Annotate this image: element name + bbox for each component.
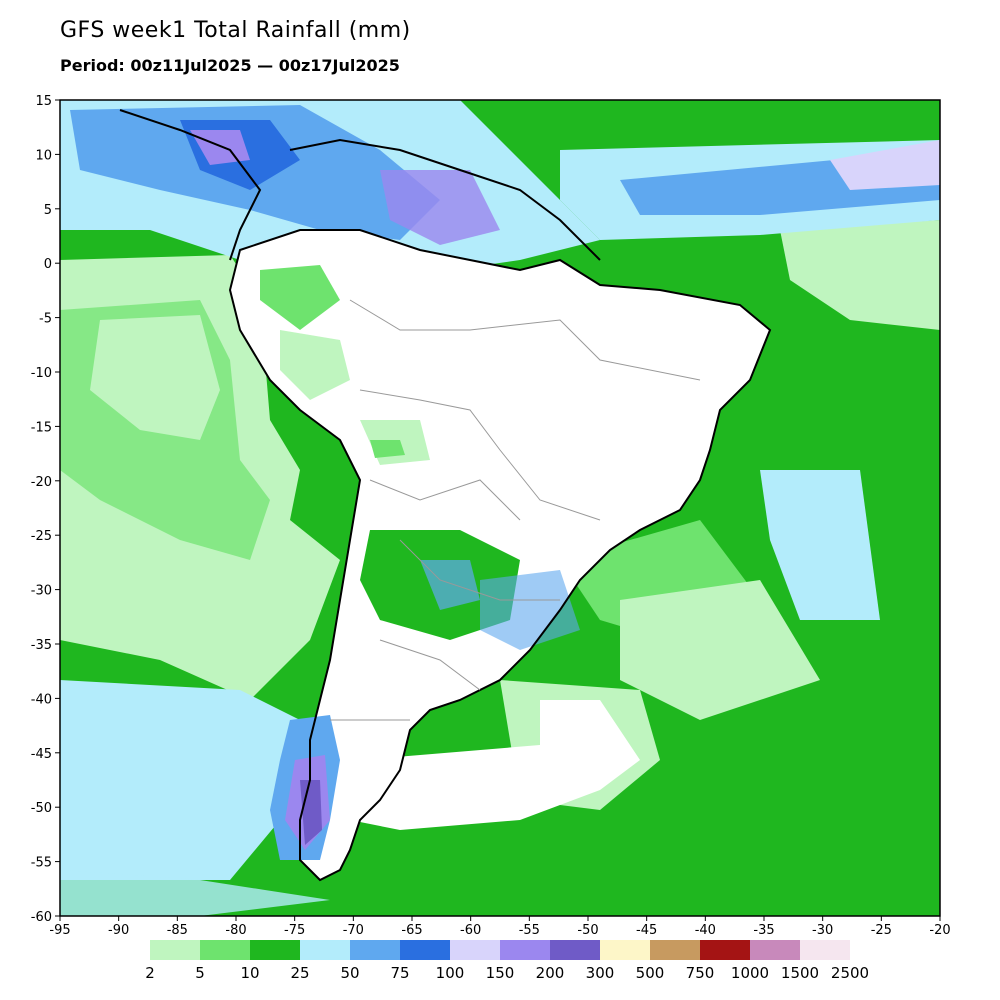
legend-label: 2 (145, 964, 155, 982)
lat-tick-label: -45 (31, 747, 52, 762)
legend-label: 150 (486, 964, 515, 982)
legend-label: 1500 (781, 964, 819, 982)
rainfall-field (60, 100, 940, 916)
lon-tick-label: -70 (343, 923, 364, 938)
lat-tick-label: 0 (44, 257, 52, 272)
legend-label: 200 (536, 964, 565, 982)
lat-tick-label: 5 (44, 203, 52, 218)
lon-tick-label: -65 (401, 923, 422, 938)
lon-tick-label: -50 (577, 923, 598, 938)
lat-tick-label: -25 (31, 529, 52, 544)
lat-tick-label: 15 (35, 94, 52, 109)
lat-tick-label: -40 (31, 692, 52, 707)
legend-label: 50 (340, 964, 359, 982)
lat-tick-label: -10 (31, 366, 52, 381)
legend-swatch (250, 940, 300, 960)
lon-tick-label: -95 (49, 923, 70, 938)
lat-tick-label: -15 (31, 420, 52, 435)
legend-swatch (200, 940, 250, 960)
lat-tick-label: -20 (31, 475, 52, 490)
lon-tick-label: -60 (460, 923, 481, 938)
legend-swatch (400, 940, 450, 960)
lon-tick-label: -90 (108, 923, 129, 938)
legend-swatch (600, 940, 650, 960)
lat-tick-label: -60 (31, 910, 52, 925)
color-legend: 2 5 10 25 50 75 100 150 200 300 500 750 1000 1500 2500 (145, 940, 869, 982)
lon-tick-label: -40 (695, 923, 716, 938)
lon-tick-label: -85 (167, 923, 188, 938)
lat-tick-label: -5 (39, 312, 52, 327)
legend-swatch (450, 940, 500, 960)
lon-tick-label: -55 (519, 923, 540, 938)
lat-tick-label: -30 (31, 584, 52, 599)
legend-label: 1000 (731, 964, 769, 982)
lon-tick-label: -80 (225, 923, 246, 938)
legend-swatch (350, 940, 400, 960)
lat-tick-label: -55 (31, 856, 52, 871)
legend-label: 5 (195, 964, 205, 982)
internal-borders (330, 299, 701, 721)
lon-tick-label: -25 (871, 923, 892, 938)
legend-swatch (150, 940, 200, 960)
legend-label: 300 (586, 964, 615, 982)
map-title: GFS week1 Total Rainfall (mm) (60, 18, 411, 43)
legend-swatch (750, 940, 800, 960)
legend-swatch (300, 940, 350, 960)
legend-label: 25 (290, 964, 309, 982)
legend-swatch (550, 940, 600, 960)
coastline (119, 109, 772, 882)
legend-label: 10 (240, 964, 259, 982)
lon-tick-label: -30 (812, 923, 833, 938)
plot-frame (59, 99, 941, 917)
lon-tick-label: -45 (636, 923, 657, 938)
legend-label: 750 (686, 964, 715, 982)
axis-ticks: -95 -90 -85 -80 -75 -70 -65 -60 -55 -50 -45 -40 -35-… (31, 94, 951, 938)
legend-label: 100 (436, 964, 465, 982)
lon-tick-label: -20 (929, 923, 950, 938)
lat-tick-label: 10 (35, 148, 52, 163)
legend-swatch (500, 940, 550, 960)
lon-tick-label: -35 (753, 923, 774, 938)
legend-label: 2500 (831, 964, 869, 982)
legend-label: 75 (390, 964, 409, 982)
legend-label: 500 (636, 964, 665, 982)
legend-swatch (700, 940, 750, 960)
lat-tick-label: -50 (31, 801, 52, 816)
lon-tick-label: -75 (284, 923, 305, 938)
legend-swatch (800, 940, 850, 960)
lat-tick-label: -35 (31, 638, 52, 653)
map-period: Period: 00z11Jul2025 — 00z17Jul2025 (60, 56, 400, 75)
legend-swatch (650, 940, 700, 960)
